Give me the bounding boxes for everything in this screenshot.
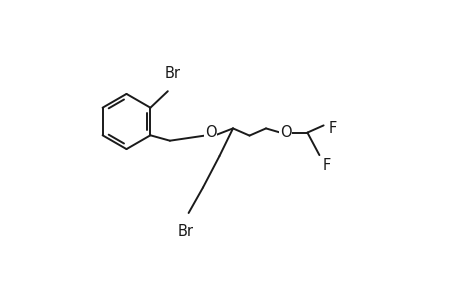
Text: F: F [322,158,330,173]
Text: Br: Br [164,66,180,81]
Text: Br: Br [177,224,193,238]
Text: O: O [204,125,216,140]
Text: F: F [328,121,336,136]
Text: O: O [279,125,291,140]
